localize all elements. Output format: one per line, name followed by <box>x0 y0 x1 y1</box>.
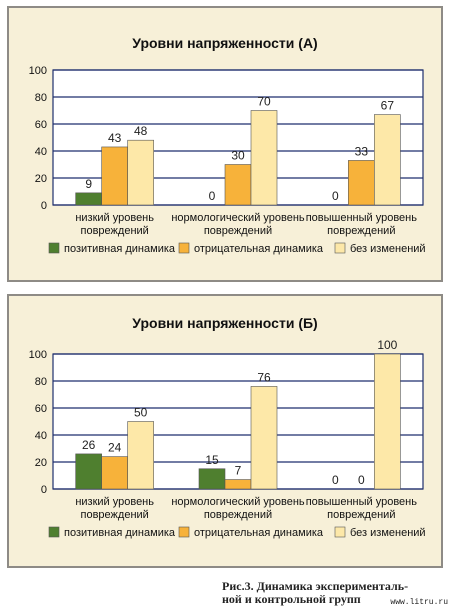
chart-b-legend-label: отрицательная динамика <box>194 527 324 539</box>
chart-a-category-label: повреждений <box>81 225 149 237</box>
chart-a-legend-label: без изменений <box>350 243 426 255</box>
chart-b-y-tick-label: 0 <box>41 484 47 496</box>
chart-a-y-tick-label: 0 <box>41 200 47 212</box>
chart-a-bar <box>348 160 375 206</box>
chart-b-legend-label: позитивная динамика <box>64 527 176 539</box>
watermark: www.litru.ru <box>390 598 448 607</box>
chart-b-title: Уровни напряженности (Б) <box>132 315 317 331</box>
chart-b-bar <box>198 468 226 490</box>
chart-b-data-label: 0 <box>332 473 339 487</box>
chart-b-category-label: нормологический уровень <box>171 496 305 508</box>
chart-a-data-label: 43 <box>108 131 122 145</box>
chart-b-category-label: повышенный уровень <box>306 496 418 508</box>
chart-a-data-label: 9 <box>85 177 92 191</box>
chart-a-data-label: 67 <box>381 99 395 113</box>
chart-b-legend-swatch <box>48 526 60 538</box>
chart-b-category-label: повреждений <box>204 509 272 521</box>
chart-b-category-label: повреждений <box>81 509 149 521</box>
chart-b-data-label: 7 <box>235 464 242 478</box>
chart-b-bar <box>75 453 102 490</box>
chart-a-data-label: 48 <box>134 124 148 138</box>
chart-a-category-label: повреждений <box>204 225 272 237</box>
chart-b-data-label: 100 <box>377 338 397 352</box>
chart-b-category-label: повреждений <box>327 509 395 521</box>
chart-a-y-tick-label: 20 <box>35 173 47 185</box>
chart-a-category-label: нормологический уровень <box>171 212 305 224</box>
chart-a-data-label: 30 <box>231 149 245 163</box>
chart-b-legend-swatch <box>334 526 346 538</box>
chart-b-y-tick-label: 20 <box>35 457 47 469</box>
chart-b-data-label: 15 <box>205 453 219 467</box>
chart-b-y-tick-label: 100 <box>29 349 47 361</box>
chart-a-svg: Уровни напряженности (А) 0 20 40 60 80 100 9 43 4… <box>29 35 426 255</box>
caption-line-1: Рис.3. Динамика эксперименталь- <box>222 579 409 593</box>
chart-b-y-tick-label: 60 <box>35 403 47 415</box>
chart-a-data-label: 33 <box>355 144 369 158</box>
chart-b-category-label: низкий уровень <box>75 496 154 508</box>
chart-b-bar <box>224 479 252 490</box>
chart-a-data-label: 70 <box>257 95 271 109</box>
chart-b-data-label: 24 <box>108 441 122 455</box>
chart-a-category-label: повреждений <box>327 225 395 237</box>
chart-a-y-tick-label: 100 <box>29 65 47 77</box>
chart-b-data-label: 0 <box>358 473 365 487</box>
chart-a-legend-swatch <box>334 242 346 254</box>
chart-b-y-tick-label: 80 <box>35 376 47 388</box>
chart-b-legend-swatch <box>178 526 190 538</box>
chart-b-bar <box>250 386 278 490</box>
chart-b-data-label: 26 <box>82 438 96 452</box>
chart-a-category-label: повышенный уровень <box>306 212 418 224</box>
chart-b-bar <box>127 421 154 490</box>
chart-a-y-tick-label: 60 <box>35 119 47 131</box>
chart-a-bar <box>250 110 278 206</box>
chart-b-bar <box>101 456 128 490</box>
caption-line-2: ной и контрольной групп <box>222 592 361 606</box>
chart-a-bar <box>374 114 401 206</box>
chart-a-title: Уровни напряженности (А) <box>132 35 317 51</box>
chart-b-data-label: 76 <box>257 370 271 384</box>
chart-b-data-label: 50 <box>134 406 148 420</box>
chart-a-legend-swatch <box>48 242 60 254</box>
chart-a-category-label: низкий уровень <box>75 212 154 224</box>
chart-a-bar <box>75 192 102 206</box>
chart-a-legend-label: отрицательная динамика <box>194 243 324 255</box>
chart-a-data-label: 0 <box>209 189 216 203</box>
chart-a-bar <box>101 146 128 206</box>
chart-b-bar <box>374 353 401 490</box>
chart-a-y-tick-label: 40 <box>35 146 47 158</box>
chart-a-data-label: 0 <box>332 189 339 203</box>
chart-b-y-tick-label: 40 <box>35 430 47 442</box>
chart-a-bar <box>224 164 252 206</box>
chart-b-svg: Уровни напряженности (Б) 0 20 40 60 80 100 26 24… <box>29 315 426 539</box>
figure-caption: Рис.3. Динамика эксперименталь- ной и ко… <box>222 580 422 606</box>
chart-b-legend-label: без изменений <box>350 527 426 539</box>
chart-panel-a: Уровни напряженности (А) 0 20 40 60 80 100 9 43 4… <box>7 6 443 282</box>
chart-panel-b: Уровни напряженности (Б) 0 20 40 60 80 100 26 24… <box>7 294 443 568</box>
chart-a-bar <box>127 139 154 206</box>
chart-a-y-tick-label: 80 <box>35 92 47 104</box>
chart-a-legend-label: позитивная динамика <box>64 243 176 255</box>
chart-a-legend-swatch <box>178 242 190 254</box>
